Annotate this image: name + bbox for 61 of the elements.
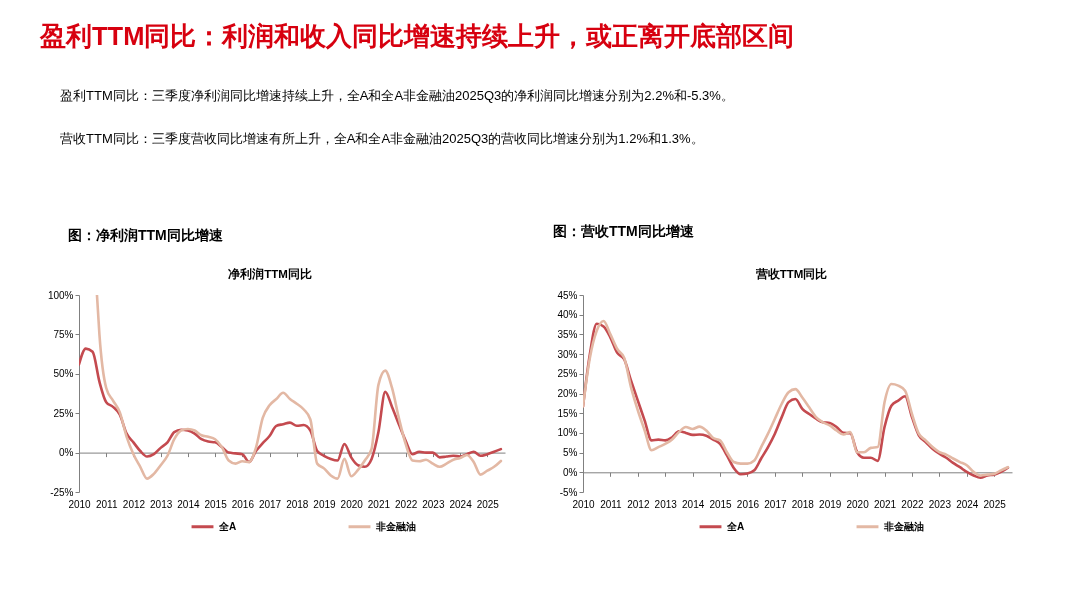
y-tick-label: 50% xyxy=(53,368,74,380)
y-tick-label: 20% xyxy=(557,388,578,399)
x-tick-label: 2012 xyxy=(122,498,146,510)
x-tick-label: 2016 xyxy=(736,498,760,510)
legend-label: 全A xyxy=(218,520,237,532)
y-tick-label: 100% xyxy=(47,289,74,301)
y-tick-label: 0% xyxy=(563,466,578,478)
y-tick-label: 30% xyxy=(557,348,578,360)
x-tick-label: 2019 xyxy=(313,498,337,510)
x-tick-label: 2024 xyxy=(956,498,979,510)
chart-title: 图：营收TTM同比增速 xyxy=(553,223,695,239)
y-tick-label: -5% xyxy=(559,486,578,498)
chart-subtitle: 营收TTM同比 xyxy=(754,267,828,281)
x-tick-label: 2015 xyxy=(204,498,228,510)
chart-subtitle: 净利润TTM同比 xyxy=(228,267,312,280)
x-tick-label: 2022 xyxy=(395,498,418,510)
x-tick-label: 2020 xyxy=(340,498,364,510)
line-series xyxy=(95,295,503,480)
y-tick-label: 0% xyxy=(59,447,74,459)
x-tick-label: 2022 xyxy=(901,498,925,510)
x-tick-label: 2025 xyxy=(476,498,500,510)
x-tick-label: 2021 xyxy=(367,498,391,510)
x-tick-label: 2011 xyxy=(95,498,118,510)
x-tick-label: 2010 xyxy=(572,498,596,510)
x-tick-label: 2023 xyxy=(928,498,952,510)
x-tick-label: 2017 xyxy=(258,498,282,510)
x-tick-label: 2019 xyxy=(819,498,842,510)
y-tick-label: 5% xyxy=(563,447,578,459)
y-tick-label: 15% xyxy=(557,407,578,419)
x-tick-label: 2014 xyxy=(177,498,200,510)
legend-label: 全A xyxy=(726,520,745,532)
x-tick-label: 2010 xyxy=(68,498,92,510)
x-tick-label: 2020 xyxy=(846,498,870,510)
x-tick-label: 2012 xyxy=(627,498,650,510)
y-tick-label: 45% xyxy=(557,289,578,301)
y-tick-label: 75% xyxy=(53,328,74,340)
x-tick-label: 2018 xyxy=(791,498,815,510)
x-tick-label: 2024 xyxy=(449,498,473,510)
y-tick-label: 25% xyxy=(557,368,578,380)
x-tick-label: 2013 xyxy=(654,498,678,510)
chart-title: 图：净利润TTM同比增速 xyxy=(68,227,224,243)
y-tick-label: 10% xyxy=(557,427,578,439)
x-tick-label: 2025 xyxy=(983,498,1007,510)
y-tick-label: 25% xyxy=(53,407,74,419)
legend-label: 非金融油 xyxy=(883,520,924,532)
x-tick-label: 2015 xyxy=(709,498,733,510)
x-tick-label: 2014 xyxy=(682,498,705,510)
y-tick-label: 40% xyxy=(557,309,578,321)
x-tick-label: 2023 xyxy=(422,498,445,510)
x-tick-label: 2011 xyxy=(600,498,623,510)
text: 营收TTM同比：三季度营收同比增速有所上升，全A和全A非金融油2025Q3的营收同比增速分别为1.2%和1.3%。 xyxy=(60,131,704,146)
y-tick-label: 35% xyxy=(557,328,578,340)
x-tick-label: 2018 xyxy=(286,498,309,510)
text: 盈利TTM同比：利润和收入同比增速持续上升，或正离开底部区间 xyxy=(39,22,795,50)
x-tick-label: 2021 xyxy=(873,498,897,510)
x-tick-label: 2017 xyxy=(764,498,787,510)
legend-label: 非金融油 xyxy=(375,520,416,532)
x-tick-label: 2013 xyxy=(150,498,173,510)
text: 盈利TTM同比：三季度净利润同比增速持续上升，全A和全A非金融油2025Q3的净利润同比增速分别为2.2%和-5.3%。 xyxy=(60,88,734,103)
x-tick-label: 2016 xyxy=(231,498,255,510)
y-tick-label: -25% xyxy=(50,486,74,498)
